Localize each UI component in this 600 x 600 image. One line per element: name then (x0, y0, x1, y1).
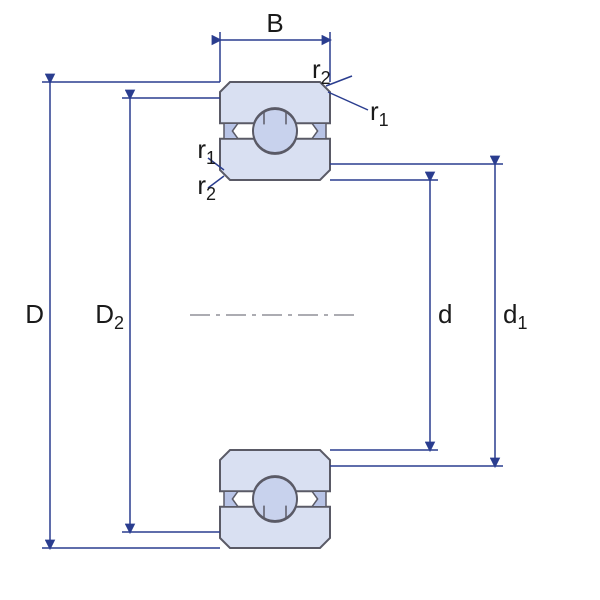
bearing-top-section (220, 82, 330, 180)
label-B: B (266, 8, 283, 38)
bearing-bottom-section (220, 450, 330, 548)
callout-r1-outer: r1 (328, 92, 389, 130)
bearing-cross-section-diagram: B D D2 d d1 r2 (0, 0, 600, 600)
label-d: d (438, 299, 452, 329)
label-r2-outer: r2 (312, 54, 331, 88)
dimension-d1: d1 (330, 164, 527, 466)
label-r2-inner: r2 (197, 170, 216, 204)
label-r1-inner: r1 (197, 134, 216, 168)
callout-r2-outer: r2 (312, 54, 352, 88)
callout-r2-inner: r2 (197, 170, 224, 204)
label-D: D (25, 299, 44, 329)
label-d1: d1 (503, 299, 527, 333)
label-D2: D2 (95, 299, 124, 333)
label-r1-outer: r1 (370, 96, 389, 130)
